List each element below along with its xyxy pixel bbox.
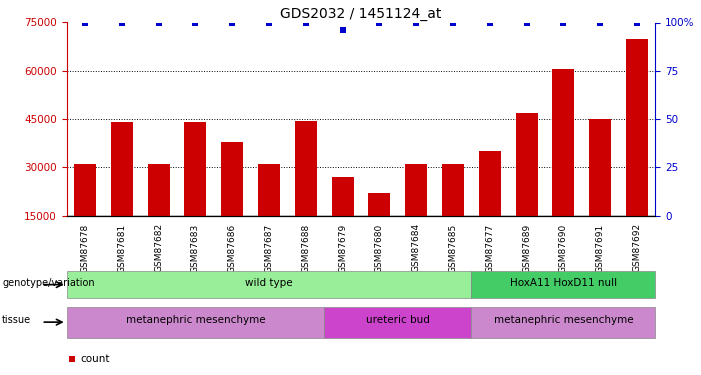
- Bar: [552, 69, 575, 264]
- Bar: [369, 193, 390, 264]
- Text: tissue: tissue: [2, 315, 32, 326]
- Bar: [324, 307, 471, 338]
- Bar: [479, 151, 501, 264]
- Text: ureteric bud: ureteric bud: [366, 315, 430, 326]
- Bar: [590, 119, 611, 264]
- Bar: [111, 122, 133, 264]
- Bar: [67, 307, 324, 338]
- Text: HoxA11 HoxD11 null: HoxA11 HoxD11 null: [510, 278, 617, 288]
- Bar: [222, 142, 243, 264]
- Bar: [258, 164, 280, 264]
- Text: genotype/variation: genotype/variation: [2, 278, 95, 288]
- Bar: [471, 307, 655, 338]
- Text: count: count: [81, 354, 110, 364]
- Text: metanephric mesenchyme: metanephric mesenchyme: [125, 315, 265, 326]
- Bar: [405, 164, 428, 264]
- Bar: [442, 164, 464, 264]
- Bar: [147, 164, 170, 264]
- Text: metanephric mesenchyme: metanephric mesenchyme: [494, 315, 633, 326]
- Bar: [332, 177, 354, 264]
- Bar: [184, 122, 207, 264]
- Bar: [516, 112, 538, 264]
- Title: GDS2032 / 1451124_at: GDS2032 / 1451124_at: [280, 8, 442, 21]
- Bar: [626, 39, 648, 264]
- Text: wild type: wild type: [245, 278, 293, 288]
- Bar: [295, 121, 317, 264]
- Bar: [471, 271, 655, 298]
- Bar: [74, 164, 96, 264]
- Bar: [67, 271, 471, 298]
